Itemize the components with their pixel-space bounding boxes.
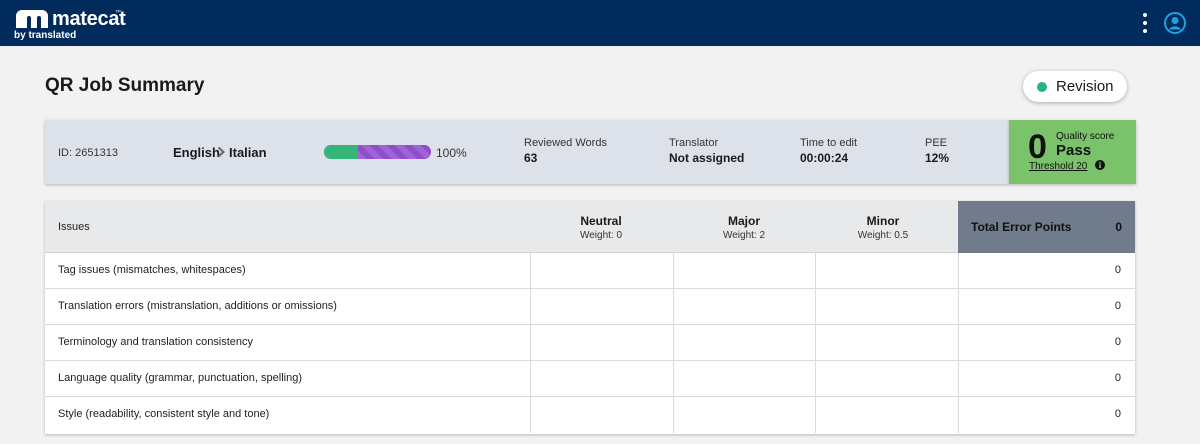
job-summary-bar: ID: 2651313 English Italian 100% Reviewe… bbox=[45, 120, 1009, 184]
major-cell[interactable] bbox=[673, 253, 815, 289]
time-to-edit-value: 00:00:24 bbox=[800, 151, 849, 165]
quality-score-value: 0 bbox=[1028, 128, 1047, 166]
revision-status-dot bbox=[1037, 82, 1047, 92]
time-to-edit-label: Time to edit bbox=[800, 137, 858, 149]
kebab-menu-icon[interactable] bbox=[1138, 11, 1152, 35]
translator-value: Not assigned bbox=[669, 151, 745, 165]
neutral-cell[interactable] bbox=[530, 397, 673, 433]
quality-result: Pass bbox=[1056, 142, 1092, 159]
top-navbar: matecat ™ by translated bbox=[0, 0, 1200, 46]
minor-header-weight: Weight: 0.5 bbox=[857, 230, 909, 241]
table-row: Language quality (grammar, punctuation, … bbox=[45, 361, 1135, 397]
neutral-cell[interactable] bbox=[530, 325, 673, 361]
progress-bar bbox=[324, 145, 431, 159]
info-icon[interactable]: i bbox=[1095, 160, 1105, 170]
neutral-column-header: Neutral Weight: 0 bbox=[531, 214, 671, 241]
row-total: 0 bbox=[1114, 336, 1121, 348]
source-language: English bbox=[173, 145, 220, 160]
issues-table: Issues Neutral Weight: 0 Major Weight: 2… bbox=[45, 201, 1135, 434]
major-cell[interactable] bbox=[673, 325, 815, 361]
neutral-cell[interactable] bbox=[530, 289, 673, 325]
quality-score-box: 0 Quality score Pass Threshold 20 i bbox=[1009, 120, 1136, 184]
issue-name: Terminology and translation consistency bbox=[58, 336, 254, 348]
threshold-link[interactable]: Threshold 20 bbox=[1029, 161, 1088, 172]
logo-wordmark: matecat bbox=[52, 8, 126, 30]
row-total: 0 bbox=[1114, 372, 1121, 384]
row-total: 0 bbox=[1114, 408, 1121, 420]
progress-percent: 100% bbox=[436, 146, 467, 160]
minor-header-name: Minor bbox=[866, 214, 900, 228]
total-cell bbox=[958, 325, 1135, 361]
neutral-header-name: Neutral bbox=[580, 214, 622, 228]
revision-button[interactable]: Revision bbox=[1023, 71, 1127, 102]
issue-name: Style (readability, consistent style and… bbox=[58, 408, 270, 420]
matecat-logo[interactable]: matecat ™ by translated bbox=[14, 6, 126, 42]
progress-revised-segment bbox=[358, 145, 431, 159]
minor-cell[interactable] bbox=[815, 397, 958, 433]
total-cell bbox=[958, 361, 1135, 397]
total-error-points-value: 0 bbox=[1115, 220, 1122, 234]
table-row: Terminology and translation consistency … bbox=[45, 325, 1135, 361]
major-header-name: Major bbox=[727, 214, 760, 228]
quality-score-label: Quality score bbox=[1056, 131, 1115, 142]
reviewed-words-value: 63 bbox=[524, 151, 538, 165]
major-cell[interactable] bbox=[673, 289, 815, 325]
matecat-logo-icon bbox=[16, 10, 48, 28]
major-column-header: Major Weight: 2 bbox=[674, 214, 814, 241]
table-header-row: Issues Neutral Weight: 0 Major Weight: 2… bbox=[45, 201, 1135, 253]
total-cell bbox=[958, 289, 1135, 325]
page-title: QR Job Summary bbox=[45, 75, 205, 96]
issues-column-header: Issues bbox=[58, 221, 90, 233]
minor-cell[interactable] bbox=[815, 361, 958, 397]
minor-cell[interactable] bbox=[815, 253, 958, 289]
pee-value: 12% bbox=[925, 151, 950, 165]
issue-name: Language quality (grammar, punctuation, … bbox=[58, 372, 302, 384]
neutral-header-weight: Weight: 0 bbox=[579, 230, 623, 241]
table-row: Tag issues (mismatches, whitespaces) 0 bbox=[45, 253, 1135, 289]
total-error-points-label: Total Error Points bbox=[971, 220, 1072, 234]
neutral-cell[interactable] bbox=[530, 361, 673, 397]
progress-approved-segment bbox=[324, 145, 359, 159]
chevron-right-icon bbox=[217, 146, 225, 158]
revision-button-label: Revision bbox=[1056, 78, 1114, 95]
logo-subtitle: by translated bbox=[14, 30, 77, 41]
major-cell[interactable] bbox=[673, 361, 815, 397]
neutral-cell[interactable] bbox=[530, 253, 673, 289]
logo-trademark: ™ bbox=[115, 10, 121, 16]
minor-cell[interactable] bbox=[815, 325, 958, 361]
major-cell[interactable] bbox=[673, 397, 815, 433]
major-header-weight: Weight: 2 bbox=[722, 230, 766, 241]
pee-label: PEE bbox=[925, 137, 948, 149]
user-account-icon[interactable] bbox=[1164, 12, 1186, 34]
row-total: 0 bbox=[1114, 300, 1121, 312]
issue-name: Translation errors (mistranslation, addi… bbox=[58, 300, 337, 312]
target-language: Italian bbox=[229, 145, 267, 160]
total-error-points-header: Total Error Points 0 bbox=[958, 201, 1135, 253]
table-row: Translation errors (mistranslation, addi… bbox=[45, 289, 1135, 325]
job-id: ID: 2651313 bbox=[58, 147, 118, 159]
table-row: Style (readability, consistent style and… bbox=[45, 397, 1135, 433]
reviewed-words-label: Reviewed Words bbox=[524, 137, 607, 149]
minor-cell[interactable] bbox=[815, 289, 958, 325]
issue-name: Tag issues (mismatches, whitespaces) bbox=[58, 264, 246, 276]
minor-column-header: Minor Weight: 0.5 bbox=[813, 214, 953, 241]
translator-label: Translator bbox=[669, 137, 719, 149]
total-cell bbox=[958, 397, 1135, 433]
row-total: 0 bbox=[1114, 264, 1121, 276]
total-cell bbox=[958, 253, 1135, 289]
